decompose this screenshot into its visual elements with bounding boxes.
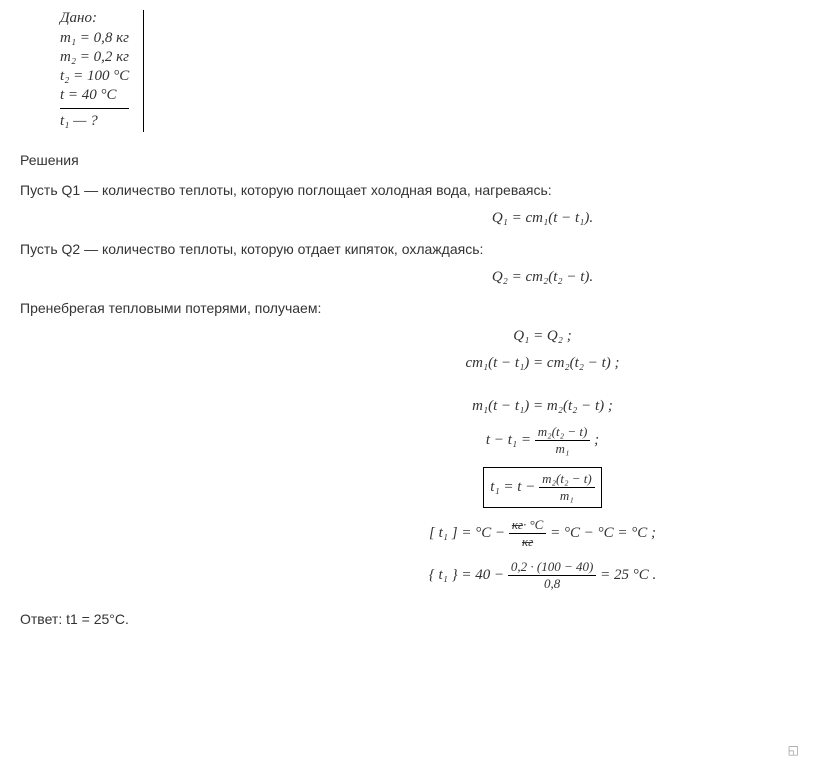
eq6-strike-num: кг [512, 517, 523, 532]
given-divider [60, 108, 129, 109]
paragraph-q2: Пусть Q2 — количество теплоты, которую о… [20, 241, 805, 257]
eq4-semi: ; [594, 432, 599, 448]
eq4-lhs: t − t₁ = [486, 432, 531, 448]
given-unknown: t₁ — ? [60, 113, 129, 130]
given-block: Дано: m₁ = 0,8 кг m₂ = 0,2 кг t₂ = 100 °… [60, 10, 805, 132]
eq7-lhs: { t₁ } = 40 − [429, 567, 504, 583]
answer-line: Ответ: t1 = 25°C. [20, 611, 805, 627]
solutions-heading: Решения [20, 152, 805, 168]
equation-q2: Q₂ = cm₂(t₂ − t). [20, 269, 805, 286]
given-line: m₂ = 0,2 кг [60, 49, 129, 66]
eq-line-5-boxed: t₁ = t − m₂(t₂ − t) m₁ [280, 467, 805, 509]
boxed-formula: t₁ = t − m₂(t₂ − t) m₁ [483, 467, 601, 509]
equation-group: Q₁ = Q₂ ; cm₁(t − t₁) = cm₂(t₂ − t) ; m₁… [20, 328, 805, 591]
eq6-rhs: = °C − °C = °C ; [550, 525, 656, 541]
eq-text: Q₁ = cm₁(t − t₁). [492, 210, 593, 226]
eq4-den: m₁ [535, 441, 591, 456]
eq-spacer [280, 382, 805, 388]
eq-line-6-units: [ t₁ ] = °C − кг· °C кг = °C − °C = °C ; [280, 518, 805, 550]
eq4-frac: m₂(t₂ − t) m₁ [535, 425, 591, 457]
eq-line-4: t − t₁ = m₂(t₂ − t) m₁ ; [280, 425, 805, 457]
eq6-den: кг [509, 534, 547, 549]
given-line: t = 40 °C [60, 87, 129, 104]
eq-line-1: Q₁ = Q₂ ; [280, 328, 805, 345]
given-line: t₂ = 100 °C [60, 68, 129, 85]
eq6-frac: кг· °C кг [509, 518, 547, 550]
eq4-num: m₂(t₂ − t) [535, 425, 591, 441]
paragraph-neglect: Пренебрегая тепловыми потерями, получаем… [20, 300, 805, 316]
paragraph-q1: Пусть Q1 — количество теплоты, которую п… [20, 182, 805, 198]
equation-q1: Q₁ = cm₁(t − t₁). [20, 210, 805, 227]
eq-line-2: cm₁(t − t₁) = cm₂(t₂ − t) ; [280, 355, 805, 372]
eq7-rhs: = 25 °C . [600, 567, 656, 583]
eq5-num: m₂(t₂ − t) [539, 472, 595, 488]
given-column: Дано: m₁ = 0,8 кг m₂ = 0,2 кг t₂ = 100 °… [60, 10, 144, 132]
eq-line-7-numeric: { t₁ } = 40 − 0,2 · (100 − 40) 0,8 = 25 … [280, 560, 805, 592]
resize-icon: ◱ [788, 743, 799, 757]
eq7-frac: 0,2 · (100 − 40) 0,8 [508, 560, 596, 592]
eq6-lhs: [ t₁ ] = °C − [429, 525, 505, 541]
eq7-num: 0,2 · (100 − 40) [508, 560, 596, 576]
given-line: m₁ = 0,8 кг [60, 30, 129, 47]
eq6-num-b: · °C [523, 517, 543, 532]
eq5-frac: m₂(t₂ − t) m₁ [539, 472, 595, 504]
eq7-den: 0,8 [508, 576, 596, 591]
eq-line-3: m₁(t − t₁) = m₂(t₂ − t) ; [280, 398, 805, 415]
eq-text: Q₂ = cm₂(t₂ − t). [492, 269, 593, 285]
eq5-lhs: t₁ = t − [490, 479, 535, 495]
eq5-den: m₁ [539, 488, 595, 503]
eq6-num: кг· °C [509, 518, 547, 534]
given-title: Дано: [60, 10, 129, 27]
